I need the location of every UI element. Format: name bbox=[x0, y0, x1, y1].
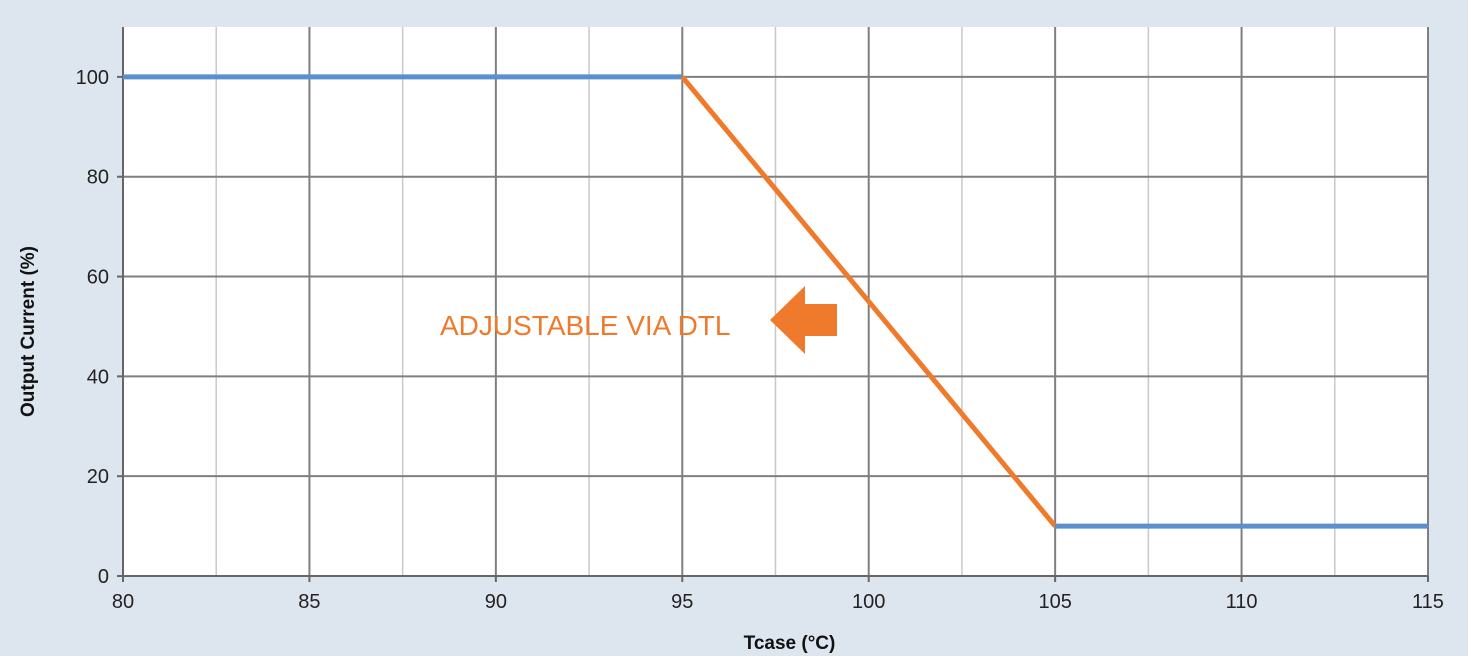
x-tick-label: 105 bbox=[1038, 591, 1071, 613]
y-tick-label: 80 bbox=[87, 167, 109, 189]
series-line-1 bbox=[680, 75, 1058, 528]
minor-gridlines bbox=[215, 27, 1336, 576]
axes bbox=[117, 27, 1429, 582]
y-axis-title: Output Current (%) bbox=[18, 246, 39, 417]
y-tick-label: 40 bbox=[87, 366, 109, 388]
x-tick-label: 115 bbox=[1412, 591, 1444, 613]
annotation-label: ADJUSTABLE VIA DTL bbox=[440, 310, 730, 341]
x-tick-label: 100 bbox=[852, 591, 885, 613]
x-axis-title: Tcase (°C) bbox=[744, 633, 836, 654]
x-tick-label: 90 bbox=[485, 591, 507, 613]
left-arrow-icon bbox=[770, 286, 837, 354]
annotation-group: ADJUSTABLE VIA DTL bbox=[440, 286, 837, 354]
y-tick-label: 60 bbox=[87, 267, 109, 289]
x-tick-label: 85 bbox=[298, 591, 320, 613]
y-tick-label: 20 bbox=[87, 466, 109, 488]
tick-labels: 80 85 90 95 100 105 110 115 0 20 40 60 80 100 bbox=[76, 67, 1444, 613]
y-tick-label: 0 bbox=[98, 566, 109, 588]
x-tick-label: 110 bbox=[1226, 591, 1258, 613]
y-tick-label: 100 bbox=[76, 67, 109, 89]
x-tick-label: 95 bbox=[671, 591, 693, 613]
series-lines bbox=[123, 74, 1428, 529]
x-tick-label: 80 bbox=[112, 591, 134, 613]
